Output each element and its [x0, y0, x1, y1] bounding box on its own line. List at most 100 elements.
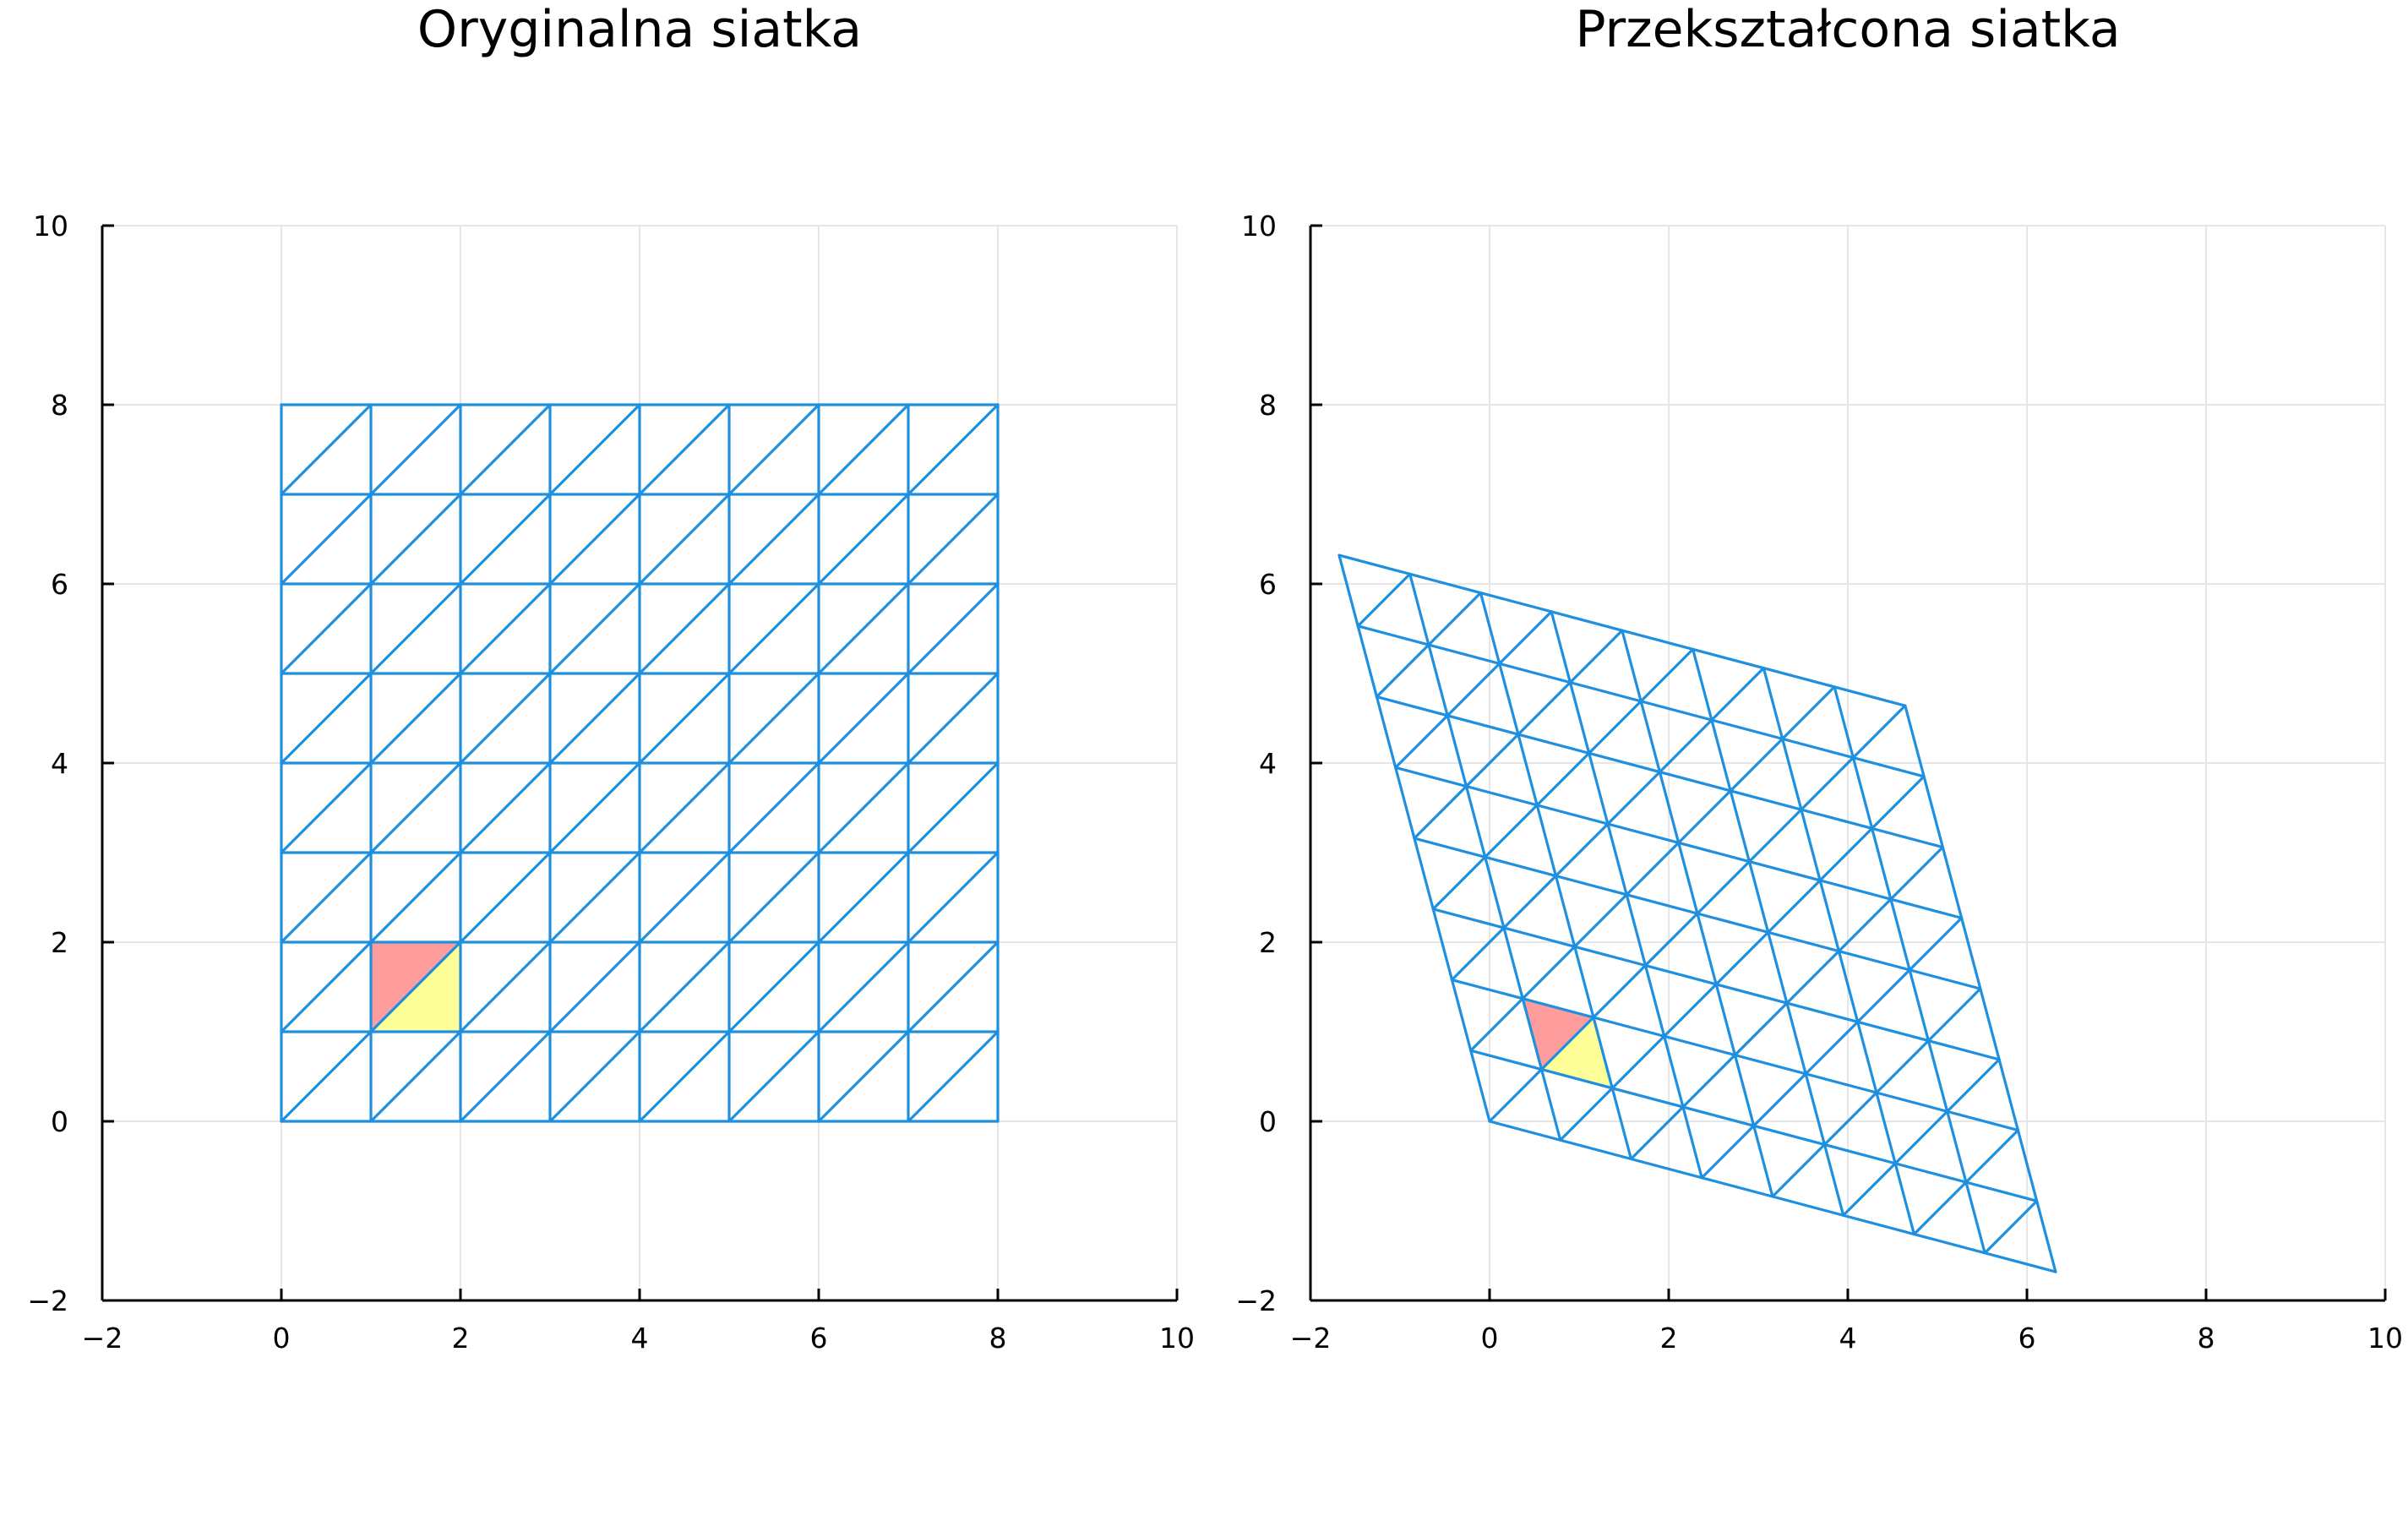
mesh-diagonal-line [1946, 1058, 2001, 1113]
mesh-diagonal-line [1752, 1072, 1807, 1127]
mesh-diagonal-line [1469, 997, 1524, 1052]
mesh-diagonal-line [1771, 1142, 1827, 1198]
mesh-diagonal-line [817, 1030, 910, 1123]
x-tick-label: 0 [1481, 1322, 1499, 1355]
mesh-diagonal-line [369, 582, 462, 675]
x-tick-label: −2 [82, 1322, 123, 1355]
mesh-diagonal-line [548, 851, 641, 944]
mesh-diagonal-line [1856, 968, 1911, 1023]
mesh-diagonal-line [727, 493, 820, 586]
mesh-diagonal-line [548, 940, 641, 1033]
x-tick-label: 10 [1159, 1322, 1195, 1355]
x-tick-label: 6 [2018, 1322, 2036, 1355]
mesh-diagonal-line [1875, 1039, 1930, 1094]
x-tick-label: 2 [1660, 1322, 1678, 1355]
mesh-diagonal-line [638, 582, 731, 675]
mesh-diagonal-line [1696, 859, 1751, 915]
mesh-diagonal-line [1488, 1067, 1544, 1123]
mesh-diagonal-line [907, 582, 1000, 675]
mesh-diagonal-line [280, 851, 373, 944]
mesh-diagonal-line [1394, 714, 1449, 769]
mesh-diagonal-line [1446, 662, 1501, 717]
y-tick-label: 8 [51, 389, 68, 422]
mesh-diagonal-line [1908, 916, 1964, 972]
y-tick-label: 6 [1259, 568, 1277, 601]
y-tick-label: 4 [51, 747, 68, 780]
y-tick-label: 2 [51, 926, 68, 959]
mesh-diagonal-line [727, 672, 820, 765]
mesh-diagonal-line [459, 851, 552, 944]
mesh-diagonal-line [638, 672, 731, 765]
mesh-diagonal-line [280, 940, 373, 1033]
x-tick-label: 4 [1839, 1322, 1857, 1355]
mesh-diagonal-line [817, 940, 910, 1033]
mesh-diagonal-line [459, 582, 552, 675]
x-tick-label: 4 [631, 1322, 649, 1355]
mesh-diagonal-line [280, 403, 373, 496]
mesh-diagonal-line [638, 403, 731, 496]
mesh-diagonal-line [1729, 737, 1784, 793]
mesh-diagonal-line [727, 582, 820, 675]
mesh-diagonal-line [1912, 1180, 1968, 1236]
mesh-diagonal-line [1714, 930, 1770, 986]
mesh-diagonal-line [727, 761, 820, 854]
y-tick-label: −2 [1235, 1284, 1277, 1317]
mesh-diagonal-line [727, 940, 820, 1033]
mesh-diagonal-line [638, 761, 731, 854]
mesh-diagonal-line [1818, 826, 1874, 882]
mesh-diagonal-line [638, 851, 731, 944]
mesh-diagonal-line [1375, 643, 1430, 699]
y-tick-label: 0 [51, 1105, 68, 1138]
mesh-diagonal-line [1502, 874, 1558, 930]
mesh-diagonal-line [459, 761, 552, 854]
mesh-diagonal-line [369, 851, 462, 944]
mesh-diagonal-line [1677, 789, 1732, 844]
mesh-diagonal-line [280, 672, 373, 765]
mesh-diagonal-line [907, 672, 1000, 765]
mesh-diagonal-line [727, 1030, 820, 1123]
mesh-diagonal-line [1535, 751, 1591, 807]
mesh-diagonal-line [1559, 1087, 1614, 1142]
mesh-diagonal-line [1517, 680, 1572, 736]
x-tick-label: 6 [810, 1322, 828, 1355]
mesh-lines [280, 403, 1000, 1123]
mesh-diagonal-line [1431, 855, 1487, 911]
mesh-diagonal-line [1539, 1016, 1595, 1071]
mesh-diagonal-line [369, 672, 462, 765]
right-panel-title: Przekształcona siatka [1575, 0, 2120, 59]
mesh-diagonal-line [548, 761, 641, 854]
mesh-diagonal-line [638, 493, 731, 586]
mesh-diagonal-line [369, 493, 462, 586]
mesh-diagonal-line [1926, 987, 1982, 1043]
mesh-diagonal-line [1568, 629, 1624, 684]
mesh-diagonal-line [1800, 756, 1855, 811]
mesh-diagonal-line [1767, 879, 1822, 934]
x-tick-label: −2 [1290, 1322, 1332, 1355]
mesh-diagonal-line [1629, 1105, 1685, 1161]
mesh-diagonal-line [1625, 841, 1681, 897]
mesh-diagonal-line [548, 672, 641, 765]
mesh-diagonal-line [1889, 846, 1944, 901]
mesh-diagonal-line [1643, 912, 1699, 968]
mesh-diagonal-line [369, 761, 462, 854]
mesh-diagonal-line [280, 493, 373, 586]
y-tick-label: 2 [1259, 926, 1277, 959]
y-tick-label: 4 [1259, 747, 1277, 780]
mesh-diagonal-line [1842, 1162, 1897, 1217]
mesh-diagonal-line [548, 493, 641, 586]
mesh-diagonal-line [907, 761, 1000, 854]
mesh-diagonal-line [727, 851, 820, 944]
mesh-diagonal-line [1450, 926, 1506, 982]
mesh-diagonal-line [1804, 1020, 1860, 1076]
mesh-diagonal-line [1785, 949, 1840, 1005]
mesh-diagonal-line [1573, 893, 1628, 948]
y-tick-label: −2 [27, 1284, 68, 1317]
mesh-diagonal-line [459, 403, 552, 496]
mesh-diagonal-line [1964, 1128, 2019, 1184]
mesh-diagonal-line [817, 851, 910, 944]
y-tick-label: 6 [51, 568, 68, 601]
left-panel-original-mesh: Oryginalna siatka −2 0 2 4 6 8 10 −2 0 2 4 6 8 10 [27, 0, 1195, 1355]
mesh-diagonal-line [280, 1030, 373, 1123]
mesh-diagonal-line [638, 940, 731, 1033]
mesh-diagonal-line [1464, 733, 1520, 788]
